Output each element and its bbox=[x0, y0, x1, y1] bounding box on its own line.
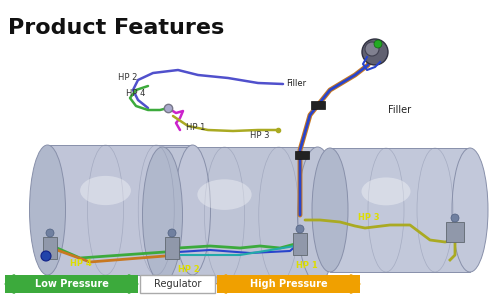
FancyArrow shape bbox=[350, 275, 360, 293]
Ellipse shape bbox=[174, 145, 211, 275]
Bar bbox=[295, 151, 309, 159]
Bar bbox=[165, 237, 179, 259]
Text: HP 3: HP 3 bbox=[250, 132, 270, 141]
Ellipse shape bbox=[142, 147, 183, 283]
Text: High Pressure: High Pressure bbox=[250, 279, 327, 289]
Circle shape bbox=[362, 39, 388, 65]
Ellipse shape bbox=[80, 176, 131, 205]
Circle shape bbox=[374, 40, 382, 48]
Circle shape bbox=[451, 214, 459, 222]
Bar bbox=[330, 148, 470, 272]
Text: Filler: Filler bbox=[388, 105, 411, 115]
Text: Low Pressure: Low Pressure bbox=[34, 279, 109, 289]
Ellipse shape bbox=[361, 178, 410, 205]
Circle shape bbox=[168, 229, 176, 237]
Text: Filler: Filler bbox=[286, 79, 306, 88]
Circle shape bbox=[41, 251, 51, 261]
Ellipse shape bbox=[29, 145, 65, 275]
Text: HP 1: HP 1 bbox=[186, 123, 205, 132]
Bar bbox=[48, 145, 192, 275]
Circle shape bbox=[365, 42, 379, 56]
Ellipse shape bbox=[197, 179, 251, 210]
FancyArrow shape bbox=[217, 275, 227, 293]
Bar bbox=[140, 275, 215, 293]
FancyArrow shape bbox=[128, 275, 138, 293]
Bar bbox=[293, 233, 307, 255]
Circle shape bbox=[46, 229, 54, 237]
Bar bbox=[311, 101, 325, 109]
Bar bbox=[163, 147, 318, 283]
Text: HP 2: HP 2 bbox=[118, 73, 137, 82]
Text: Regulator: Regulator bbox=[154, 279, 201, 289]
Bar bbox=[446, 222, 464, 242]
Ellipse shape bbox=[312, 148, 348, 272]
Text: HP 3: HP 3 bbox=[358, 213, 380, 222]
Text: HP 1: HP 1 bbox=[296, 260, 318, 269]
Circle shape bbox=[296, 225, 304, 233]
FancyArrow shape bbox=[5, 275, 15, 293]
Ellipse shape bbox=[452, 148, 488, 272]
Text: Product Features: Product Features bbox=[8, 18, 224, 38]
Bar bbox=[5, 275, 138, 293]
Text: HP 4: HP 4 bbox=[126, 88, 145, 98]
Bar bbox=[43, 237, 57, 259]
Bar bbox=[217, 275, 360, 293]
Text: HP 4: HP 4 bbox=[70, 259, 92, 268]
Text: HP 2: HP 2 bbox=[178, 265, 200, 275]
Ellipse shape bbox=[298, 147, 337, 283]
